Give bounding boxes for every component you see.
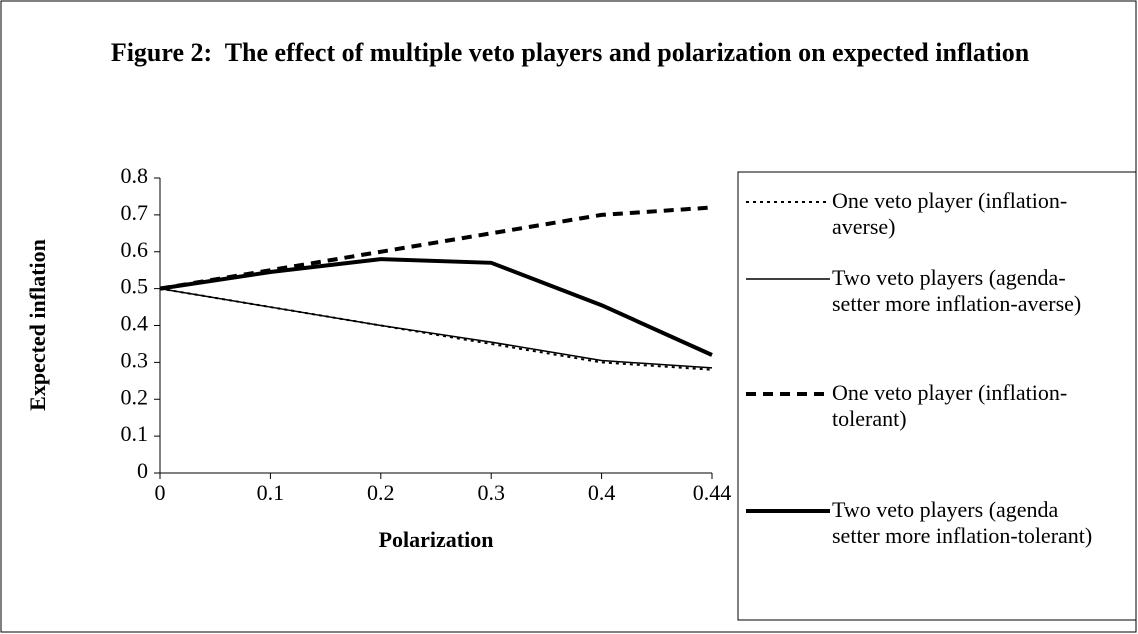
chart-title: Figure 2: The effect of multiple veto pl…	[110, 38, 1030, 67]
y-tick-label: 0.1	[121, 421, 149, 446]
y-tick-label: 0.7	[121, 200, 149, 225]
y-tick-label: 0.2	[121, 384, 149, 409]
x-tick-label: 0.3	[477, 480, 505, 505]
x-tick-label: 0.2	[367, 480, 395, 505]
legend-label: Two veto players (agenda-setter more inf…	[832, 265, 1082, 316]
y-axis-title: Expected inflation	[25, 239, 50, 411]
x-axis-title: Polarization	[379, 527, 494, 552]
legend-label: One veto player (inflation-tolerant)	[832, 380, 1068, 431]
series-line	[159, 287, 713, 369]
x-tick-label: 0.1	[257, 480, 285, 505]
legend-label: Two veto players (agenda setter more inf…	[832, 497, 1093, 548]
x-tick-label: 0.44	[693, 480, 732, 505]
series-line	[159, 287, 713, 371]
x-tick-label: 0.4	[588, 480, 616, 505]
y-tick-label: 0.6	[121, 237, 149, 262]
legend-box	[737, 171, 1137, 621]
series-line	[159, 257, 713, 357]
y-tick-label: 0.8	[121, 163, 149, 188]
x-tick-label: 0	[155, 480, 166, 505]
y-tick-label: 0.4	[121, 311, 149, 336]
y-tick-label: 0.3	[121, 347, 149, 372]
legend-label: One veto player (inflation-averse)	[832, 188, 1068, 239]
y-tick-label: 0	[137, 458, 148, 483]
y-tick-label: 0.5	[121, 274, 149, 299]
